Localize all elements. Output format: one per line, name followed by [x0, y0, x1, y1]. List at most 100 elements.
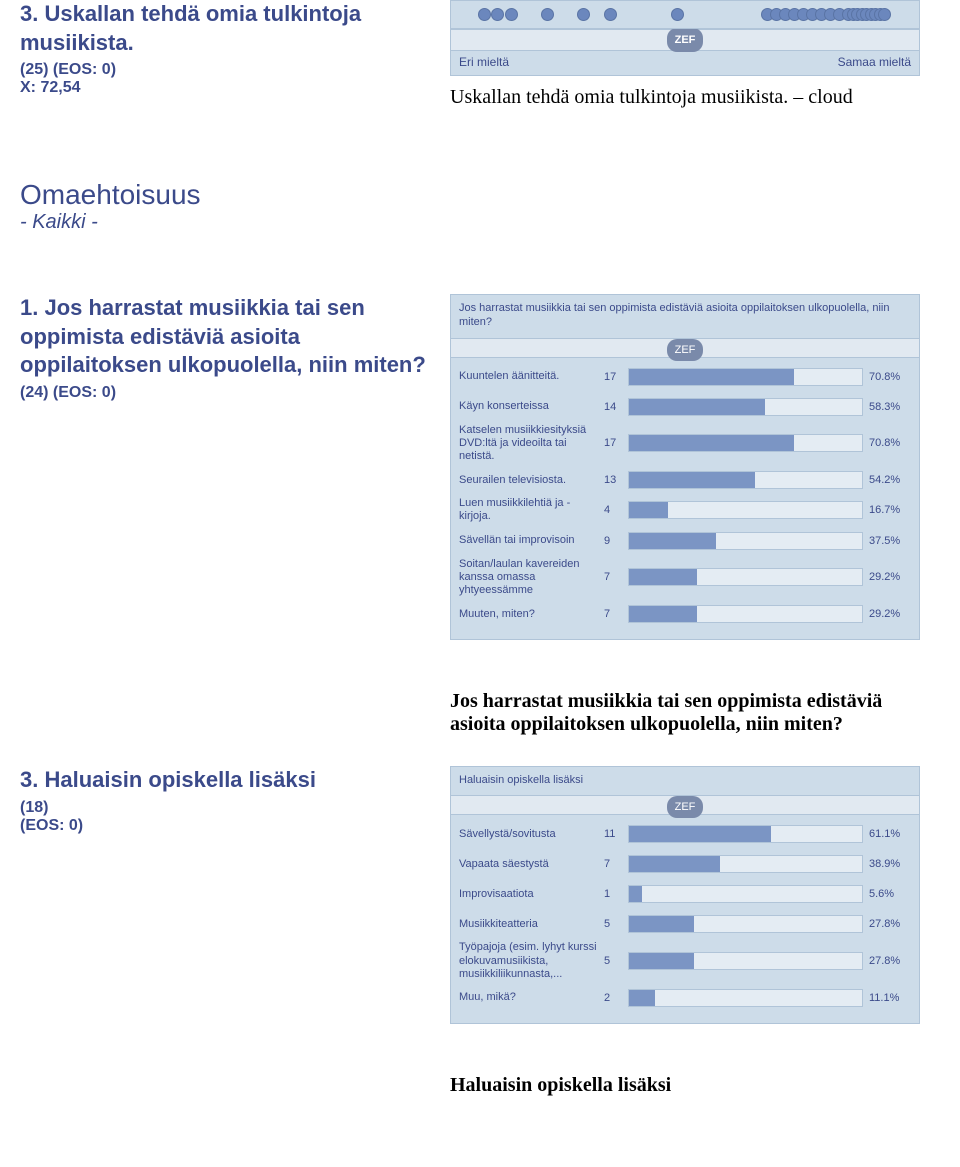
question-1-row: 1. Jos harrastat musiikkia tai sen oppim… — [20, 294, 940, 736]
hbar-row: Improvisaatiota15.6% — [459, 881, 911, 907]
hbar-pct: 16.7% — [863, 504, 911, 516]
hbar-count: 9 — [604, 535, 628, 547]
question-3b-caption: Haluaisin opiskella lisäksi — [450, 1074, 920, 1097]
hbar-row: Käyn konserteissa14 58.3% — [459, 394, 911, 420]
hbar-label: Käyn konserteissa — [459, 400, 604, 413]
question-1-right: Jos harrastat musiikkia tai sen oppimist… — [450, 294, 920, 736]
hbar-count: 4 — [604, 504, 628, 516]
hbar-pct: 11.1% — [863, 992, 911, 1004]
hbar-pct: 37.5% — [863, 535, 911, 547]
hbar-label: Seurailen televisiosta. — [459, 474, 604, 487]
question-3-left: 3. Uskallan tehdä omia tulkintoja musiik… — [20, 0, 450, 97]
hbar-count: 1 — [604, 888, 628, 900]
likert-dot — [671, 8, 684, 21]
hbar-pct: 29.2% — [863, 608, 911, 620]
hbar-row: Soitan/laulan kavereiden kanssa omassa y… — [459, 558, 911, 598]
hbar-count: 17 — [604, 437, 628, 449]
hbar-fill — [629, 435, 794, 451]
likert-strip — [451, 1, 919, 29]
hbar-count: 11 — [604, 828, 628, 840]
hbar-count: 5 — [604, 918, 628, 930]
hbar-row: Seurailen televisiosta.1354.2% — [459, 467, 911, 493]
question-3-n: (25) (EOS: 0) — [20, 61, 430, 79]
hbar-track — [628, 989, 863, 1007]
zef-badge: ZEF — [667, 28, 704, 52]
hbar-pct: 61.1% — [863, 828, 911, 840]
hbar-fill — [629, 472, 755, 488]
hbar-row: Musiikkiteatteria527.8% — [459, 911, 911, 937]
hbar-row: Muuten, miten?7 29.2% — [459, 601, 911, 627]
hbar-row: Kuuntelen äänitteitä.17 70.8% — [459, 364, 911, 390]
hbar-label: Soitan/laulan kavereiden kanssa omassa y… — [459, 558, 604, 598]
hbar-track — [628, 532, 863, 550]
question-3-nline: (25) (EOS: 0) — [20, 61, 116, 78]
hbar-label: Työpajoja (esim. lyhyt kurssi elokuvamus… — [459, 941, 604, 981]
hbar-fill — [629, 990, 655, 1006]
hbar-row: Sävellystä/sovitusta11 61.1% — [459, 821, 911, 847]
hbar-label: Improvisaatiota — [459, 888, 604, 901]
hbar-row: Muu, mikä?211.1% — [459, 985, 911, 1011]
likert-right-label: Samaa mieltä — [838, 55, 911, 69]
hbar-track — [628, 501, 863, 519]
hbar-fill — [629, 606, 697, 622]
question-3-row: 3. Uskallan tehdä omia tulkintoja musiik… — [20, 0, 940, 109]
question-3-right: ZEF Eri mieltä Samaa mieltä Uskallan teh… — [450, 0, 920, 109]
likert-dot — [505, 8, 518, 21]
likert-left-label: Eri mieltä — [459, 55, 509, 69]
zef-badge-row: ZEF — [451, 338, 919, 358]
question-3b-left: 3. Haluaisin opiskella lisäksi (18) (EOS… — [20, 766, 450, 835]
zef-badge: ZEF — [667, 796, 704, 818]
section-title: Omaehtoisuus — [20, 179, 940, 211]
question-3-caption: Uskallan tehdä omia tulkintoja musiikist… — [450, 86, 920, 109]
hbar-track — [628, 471, 863, 489]
hbar-count: 7 — [604, 571, 628, 583]
hbar-label: Sävellystä/sovitusta — [459, 828, 604, 841]
likert-dot — [541, 8, 554, 21]
hbar-chart-2: Haluaisin opiskella lisäksi ZEF Sävellys… — [450, 766, 920, 1024]
hbar-fill — [629, 856, 720, 872]
hbar-pct: 38.9% — [863, 858, 911, 870]
likert-dot — [577, 8, 590, 21]
hbar-chart-1-body: Kuuntelen äänitteitä.1770.8%Käyn konsert… — [451, 358, 919, 640]
hbar-track — [628, 825, 863, 843]
hbar-label: Luen musiikkilehtiä ja -kirjoja. — [459, 497, 604, 523]
hbar-fill — [629, 569, 697, 585]
hbar-label: Vapaata säestystä — [459, 858, 604, 871]
hbar-label: Katselen musiikkiesityksiä DVD:ltä ja vi… — [459, 424, 604, 464]
hbar-label: Kuuntelen äänitteitä. — [459, 370, 604, 383]
zef-badge-row: ZEF — [451, 795, 919, 815]
hbar-count: 14 — [604, 401, 628, 413]
hbar-fill — [629, 916, 694, 932]
hbar-pct: 70.8% — [863, 371, 911, 383]
hbar-fill — [629, 953, 694, 969]
likert-dot — [491, 8, 504, 21]
hbar-pct: 58.3% — [863, 401, 911, 413]
hbar-row: Sävellän tai improvisoin937.5% — [459, 528, 911, 554]
hbar-track — [628, 398, 863, 416]
question-3b-row: 3. Haluaisin opiskella lisäksi (18) (EOS… — [20, 766, 940, 1097]
likert-dot — [604, 8, 617, 21]
hbar-track — [628, 915, 863, 933]
hbar-fill — [629, 826, 771, 842]
hbar-track — [628, 368, 863, 386]
hbar-fill — [629, 502, 668, 518]
hbar-track — [628, 885, 863, 903]
hbar-chart-1-title: Jos harrastat musiikkia tai sen oppimist… — [451, 295, 919, 338]
hbar-track — [628, 605, 863, 623]
question-1-title: 1. Jos harrastat musiikkia tai sen oppim… — [20, 294, 430, 380]
section-subtitle: - Kaikki - — [20, 211, 940, 234]
hbar-pct: 70.8% — [863, 437, 911, 449]
hbar-count: 13 — [604, 474, 628, 486]
hbar-chart-2-body: Sävellystä/sovitusta11 61.1% Vapaata säest… — [451, 815, 919, 1023]
hbar-pct: 27.8% — [863, 955, 911, 967]
hbar-count: 7 — [604, 608, 628, 620]
hbar-track — [628, 434, 863, 452]
hbar-row: Luen musiikkilehtiä ja -kirjoja.4 16.7% — [459, 497, 911, 523]
hbar-count: 17 — [604, 371, 628, 383]
hbar-row: Vapaata säestystä738.9% — [459, 851, 911, 877]
hbar-track — [628, 952, 863, 970]
hbar-label: Muuten, miten? — [459, 608, 604, 621]
hbar-track — [628, 855, 863, 873]
likert-dot — [878, 8, 891, 21]
hbar-fill — [629, 399, 765, 415]
